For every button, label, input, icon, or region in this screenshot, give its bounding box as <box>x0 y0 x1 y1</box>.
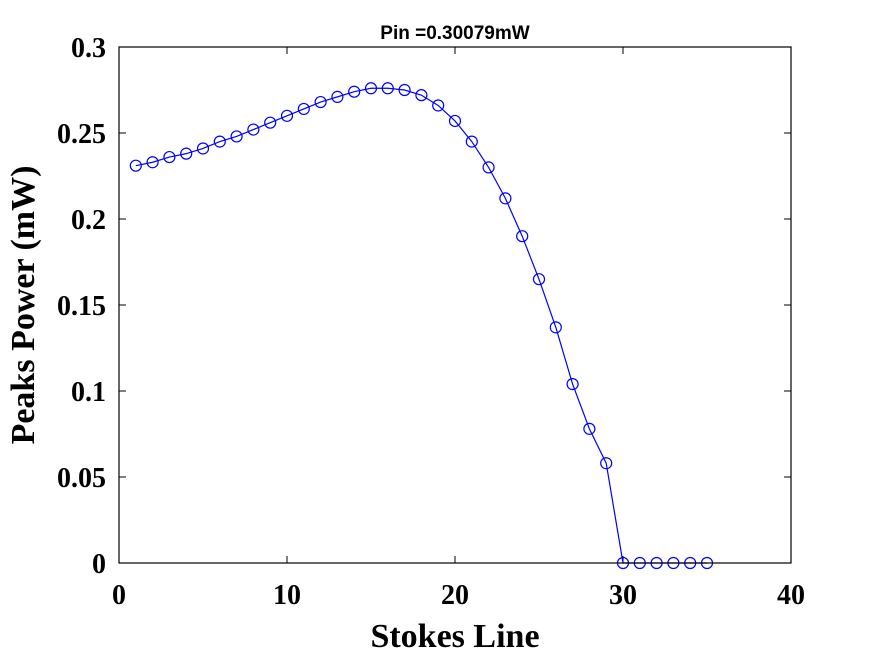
y-tick-label: 0.3 <box>71 33 106 64</box>
data-point <box>532 273 546 286</box>
data-point <box>247 123 260 136</box>
y-tick-label: 0.25 <box>57 119 106 150</box>
data-point <box>230 130 243 143</box>
data-point <box>549 321 562 334</box>
data-point <box>448 114 462 128</box>
data-point <box>432 99 445 112</box>
data-point <box>364 82 378 95</box>
data-point <box>566 378 579 391</box>
x-tick-label: 30 <box>609 580 637 611</box>
data-point <box>297 102 310 116</box>
x-axis-label: Stokes Line <box>370 618 539 655</box>
y-tick-label: 0 <box>92 549 106 580</box>
data-point <box>482 161 495 174</box>
data-point <box>180 147 193 160</box>
x-tick-label: 40 <box>777 580 805 611</box>
data-series <box>129 82 714 570</box>
data-point <box>213 135 226 148</box>
x-tick-label: 20 <box>441 580 469 611</box>
y-tick-label: 0.15 <box>57 291 106 322</box>
data-point <box>499 192 512 205</box>
y-tick-label: 0.2 <box>71 205 106 236</box>
data-point <box>331 90 344 103</box>
data-point <box>348 85 361 98</box>
data-point <box>600 457 613 470</box>
data-point <box>129 159 142 172</box>
plot-frame <box>118 46 792 564</box>
chart-title: Pin =0.30079mW <box>380 23 530 44</box>
data-point <box>264 116 277 129</box>
y-tick-label: 0.1 <box>71 377 106 408</box>
data-point <box>196 142 210 155</box>
y-axis-label: Peaks Power (mW) <box>5 166 42 445</box>
data-point <box>146 156 159 169</box>
x-tick-label: 10 <box>273 580 301 611</box>
data-point <box>280 109 294 122</box>
data-point <box>465 135 478 148</box>
data-point <box>163 150 176 164</box>
data-point <box>314 95 327 109</box>
data-point <box>583 422 596 435</box>
y-tick-label: 0.05 <box>57 463 106 494</box>
data-point <box>415 89 428 102</box>
data-point <box>398 83 411 97</box>
data-point <box>381 82 394 95</box>
data-point <box>516 230 529 243</box>
axis-ticks: 0 10 20 30 40 0 0.05 0.1 0.15 0.2 0.25 0.3 <box>57 33 805 611</box>
x-tick-label: 0 <box>112 580 126 611</box>
